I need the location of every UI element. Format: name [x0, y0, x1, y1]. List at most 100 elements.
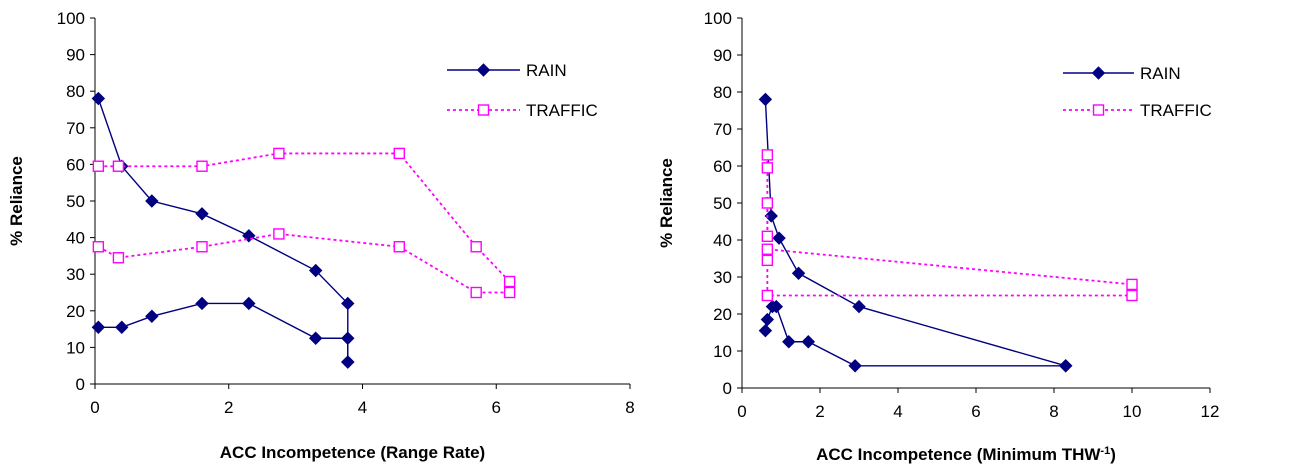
- traffic-data-point: [196, 160, 208, 172]
- y-tick-label: 20: [66, 302, 85, 321]
- traffic-data-point: [196, 241, 208, 253]
- y-tick-label: 0: [723, 379, 732, 398]
- legend-rain-marker: [476, 63, 491, 77]
- traffic-data-point: [112, 252, 125, 264]
- traffic-data-point: [503, 286, 516, 299]
- rain-series-line: [764, 99, 1066, 367]
- rain-data-point: [308, 331, 323, 345]
- traffic-data-point: [761, 149, 774, 161]
- y-tick-label: 80: [713, 83, 732, 102]
- rain-data-point: [195, 296, 209, 311]
- rain-series-line: [97, 98, 349, 363]
- traffic-series-line: [766, 154, 1133, 286]
- y-tick-label: 90: [713, 46, 732, 65]
- traffic-data-point: [112, 160, 125, 172]
- rain-data-point: [772, 231, 786, 245]
- rain-series-line: [764, 305, 1066, 367]
- traffic-data-point: [761, 289, 774, 302]
- traffic-data-point: [503, 275, 516, 288]
- chart-2: 0 10 20 30 40 50 60 70 80 90 100 0 2 4 6 8 10 12 % Relianc…: [657, 9, 1219, 464]
- x-axis-title-tail: ): [1110, 445, 1116, 464]
- traffic-data-point: [1126, 289, 1138, 302]
- legend-traffic-marker: [1092, 104, 1105, 116]
- y-axis-title: % Reliance: [7, 156, 26, 246]
- rain-data-point: [145, 194, 159, 208]
- rain-data-point: [1058, 359, 1073, 373]
- y-tick-label: 60: [66, 155, 85, 174]
- rain-data-point: [758, 92, 773, 107]
- rain-data-point: [341, 331, 355, 345]
- traffic-data-point: [273, 228, 285, 240]
- traffic-series-line: [98, 152, 511, 283]
- y-tick-label: 10: [713, 342, 732, 361]
- rain-data-point: [341, 296, 355, 311]
- traffic-series-line: [766, 203, 1132, 297]
- rain-data-point: [91, 320, 106, 334]
- traffic-data-point: [393, 241, 405, 253]
- rain-data-point: [195, 207, 209, 221]
- y-tick-label: 70: [713, 120, 732, 139]
- x-tick-label: 8: [1049, 402, 1058, 421]
- rain-data-point: [782, 335, 796, 349]
- x-axis-title: ACC Incompetence (Minimum THW-1): [816, 445, 1116, 464]
- y-tick-label: 50: [713, 194, 732, 213]
- y-tick-label: 90: [66, 46, 85, 65]
- traffic-data-point: [761, 162, 774, 174]
- traffic-data-point: [761, 230, 774, 243]
- x-tick-label: 4: [358, 398, 367, 417]
- y-tick-label: 0: [76, 375, 85, 394]
- traffic-data-point: [1126, 278, 1138, 291]
- x-tick-label: 10: [1123, 402, 1142, 421]
- traffic-data-point: [273, 147, 285, 160]
- x-tick-label: 6: [971, 402, 980, 421]
- x-tick-label: 2: [815, 402, 824, 421]
- rain-data-point: [760, 312, 775, 327]
- rain-data-point: [791, 266, 806, 281]
- legend-rain-label: RAIN: [526, 61, 567, 80]
- y-tick-label: 10: [66, 338, 85, 357]
- rain-data-point: [769, 299, 784, 314]
- chart-1: 0 10 20 30 40 50 60 70 80 90 100 0 2 4 6 8 % Reliance ACC…: [7, 9, 635, 462]
- legend-traffic-label: TRAFFIC: [526, 101, 598, 120]
- rain-data-point: [801, 335, 816, 349]
- traffic-data-point: [92, 241, 105, 253]
- x-tick-label: 4: [893, 402, 902, 421]
- rain-data-point: [758, 323, 773, 338]
- y-tick-label: 40: [713, 231, 732, 250]
- rain-data-point: [852, 299, 866, 314]
- rain-data-point: [848, 359, 862, 373]
- rain-data-point: [145, 309, 159, 323]
- rain-data-point: [115, 320, 129, 334]
- y-tick-label: 50: [66, 192, 85, 211]
- traffic-series-line: [97, 233, 510, 294]
- y-tick-label: 80: [66, 82, 85, 101]
- rain-data-point: [242, 296, 256, 311]
- y-tick-label: 30: [713, 268, 732, 287]
- x-tick-label: 6: [492, 398, 501, 417]
- traffic-data-point: [761, 243, 774, 255]
- rain-series-line: [98, 302, 349, 363]
- traffic-data-point: [92, 160, 105, 172]
- y-tick-label: 100: [704, 9, 732, 28]
- x-tick-label: 0: [90, 398, 99, 417]
- x-axis-title: ACC Incompetence (Range Rate): [220, 443, 485, 462]
- legend-traffic-marker: [477, 104, 490, 116]
- x-tick-label: 12: [1201, 402, 1220, 421]
- x-axis-title-superscript: -1: [1100, 445, 1110, 457]
- x-tick-label: 0: [737, 402, 746, 421]
- y-tick-label: 40: [66, 229, 85, 248]
- rain-data-point: [764, 209, 778, 223]
- traffic-data-point: [761, 254, 774, 267]
- y-tick-label: 60: [713, 157, 732, 176]
- traffic-data-point: [470, 241, 482, 253]
- traffic-data-point: [761, 197, 774, 209]
- x-tick-label: 2: [224, 398, 233, 417]
- traffic-data-point: [393, 147, 405, 160]
- legend-rain-label: RAIN: [1140, 64, 1181, 83]
- y-tick-label: 100: [57, 9, 85, 28]
- y-axis-title: % Reliance: [657, 158, 676, 248]
- y-tick-label: 70: [66, 119, 85, 138]
- legend-rain-marker: [1091, 66, 1106, 80]
- rain-data-point: [341, 355, 355, 369]
